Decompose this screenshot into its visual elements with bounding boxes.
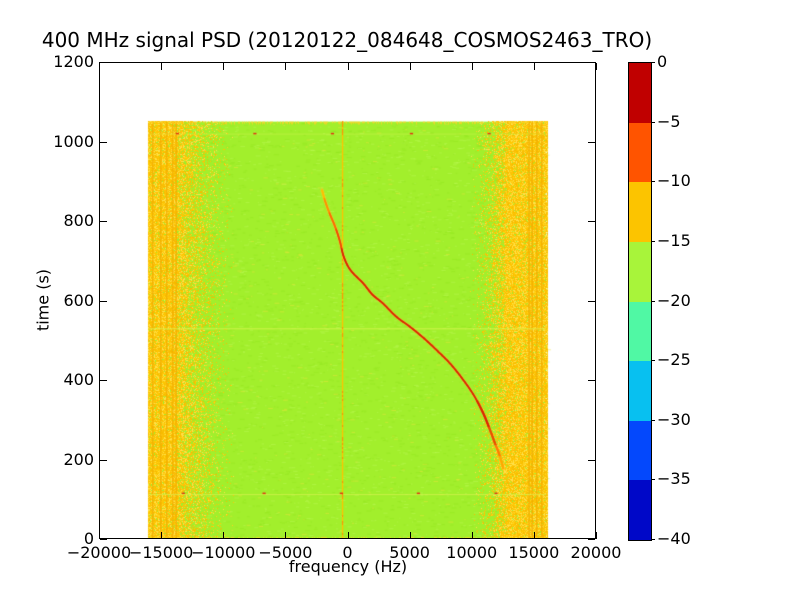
colorbar-tick [651, 479, 655, 481]
colorbar-segment [629, 301, 651, 362]
y-tick-label: 600 [63, 290, 94, 310]
x-tick-top [161, 63, 163, 70]
x-tick-top [409, 63, 411, 70]
y-tick-label: 0 [83, 529, 94, 548]
chart-title: 400 MHz signal PSD (20120122_084648_COSM… [41, 28, 653, 52]
y-tick-label: 1200 [53, 52, 94, 71]
x-tick-label: 15000 [508, 543, 560, 562]
x-tick-top [471, 63, 473, 70]
x-tick-label: 0 [342, 543, 353, 562]
y-tick-left [100, 300, 107, 302]
x-tick-bottom [471, 532, 473, 539]
colorbar-tick-label: −25 [657, 350, 691, 370]
colorbar-tick [651, 181, 655, 183]
y-tick-right [588, 62, 595, 63]
y-tick-left [100, 380, 107, 381]
colorbar-segment [629, 122, 651, 183]
x-tick-label: −20000 [66, 543, 132, 562]
y-tick-right [588, 380, 595, 381]
colorbar-tick [651, 539, 655, 540]
colorbar-segment [629, 241, 651, 302]
x-tick-bottom [533, 532, 535, 539]
colorbar-tick [651, 360, 655, 362]
colorbar-tick [651, 300, 655, 302]
x-tick-top [99, 63, 100, 70]
y-tick-right [588, 141, 595, 143]
colorbar-tick [651, 419, 655, 421]
y-tick-right [588, 221, 595, 222]
colorbar-tick-label: −20 [657, 290, 691, 310]
x-tick-bottom [161, 532, 163, 539]
colorbar-segment [629, 480, 651, 540]
y-tick-right [588, 459, 595, 461]
y-tick-label: 400 [63, 370, 94, 389]
colorbar [628, 62, 652, 541]
y-tick-left [100, 221, 107, 222]
y-tick-label: 1000 [53, 131, 94, 151]
colorbar-segment [629, 182, 651, 242]
x-tick-label: 20000 [570, 543, 622, 562]
x-tick-top [533, 63, 535, 70]
y-tick-left [100, 141, 107, 143]
y-tick-left [100, 459, 107, 461]
x-tick-label: −5000 [258, 543, 313, 562]
colorbar-tick-label: −10 [657, 171, 691, 191]
x-tick-label: 10000 [446, 543, 498, 562]
x-tick-top [596, 63, 597, 70]
colorbar-segment [629, 420, 651, 481]
spectrogram-canvas [99, 62, 596, 539]
x-tick-label: 5000 [389, 543, 430, 562]
colorbar-tick-label: −35 [657, 469, 691, 489]
x-axis-label: frequency (Hz) [288, 557, 408, 576]
x-tick-bottom [99, 532, 100, 539]
x-tick-bottom [596, 532, 597, 539]
colorbar-tick-label: 0 [657, 52, 668, 71]
y-axis-label: time (s) [33, 268, 53, 332]
colorbar-tick-label: −15 [657, 230, 691, 250]
colorbar-segment [629, 361, 651, 421]
y-tick-right [588, 300, 595, 302]
x-tick-top [285, 63, 287, 70]
x-tick-bottom [409, 532, 411, 539]
y-tick-label: 200 [63, 449, 94, 469]
x-tick-top [223, 63, 225, 70]
colorbar-tick [651, 121, 655, 123]
x-tick-top [347, 63, 349, 70]
y-tick-right [588, 539, 595, 540]
x-tick-bottom [223, 532, 225, 539]
x-tick-bottom [285, 532, 287, 539]
x-tick-label: −15000 [128, 543, 194, 562]
colorbar-segment [629, 63, 651, 123]
colorbar-tick-label: −40 [657, 529, 691, 548]
colorbar-tick [651, 62, 655, 63]
colorbar-tick-label: −30 [657, 409, 691, 429]
colorbar-tick-label: −5 [657, 111, 681, 131]
colorbar-tick [651, 240, 655, 242]
x-tick-bottom [347, 532, 349, 539]
y-tick-label: 800 [63, 211, 94, 230]
x-tick-label: −10000 [191, 543, 256, 562]
y-tick-left [100, 62, 107, 63]
y-tick-left [100, 539, 107, 540]
